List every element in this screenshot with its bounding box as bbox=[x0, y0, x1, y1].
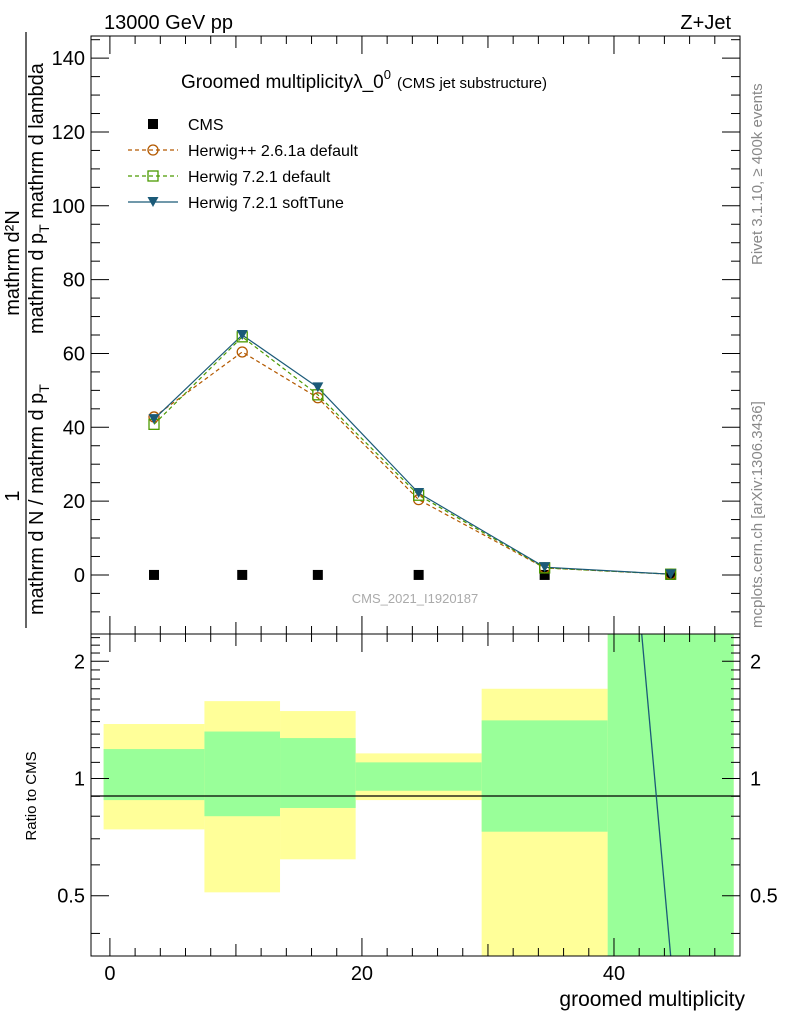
ratio-ytick-label-right: 2 bbox=[750, 651, 761, 673]
analysis-id-label: CMS_2021_I1920187 bbox=[352, 591, 479, 606]
ratio-plot: 0.5 0.5 1 1 2 2 0 20 40 Ratio to CMS groomed mu… bbox=[23, 633, 778, 1011]
data-point-herwig_soft bbox=[539, 562, 551, 573]
ratio-xtick-label: 20 bbox=[351, 963, 373, 985]
series-line-herwig_pp bbox=[153, 351, 671, 575]
data-point-cms bbox=[312, 569, 323, 580]
y-axis-denominator: mathrm d pT mathrm d lambda bbox=[26, 62, 52, 334]
y-axis-prefix-denominator: mathrm d N / mathrm d pT bbox=[26, 384, 52, 615]
x-axis-label: groomed multiplicity bbox=[559, 988, 745, 1011]
main-ytick-label: 140 bbox=[52, 48, 85, 70]
legend-label-cms: CMS bbox=[188, 117, 224, 134]
data-point-herwig_soft bbox=[665, 569, 677, 580]
main-ytick-label: 40 bbox=[63, 417, 85, 439]
ratio-ytick-label-right: 0.5 bbox=[750, 886, 778, 908]
process-label: Z+Jet bbox=[680, 12, 731, 34]
rivet-label: Rivet 3.1.10, ≥ 400k events bbox=[749, 83, 766, 265]
main-ytick-label: 80 bbox=[63, 270, 85, 292]
ratio-xtick-label: 0 bbox=[104, 963, 115, 985]
ratio-ytick-label-left: 0.5 bbox=[57, 886, 85, 908]
series-line-herwig_soft bbox=[153, 334, 671, 575]
legend-label-herwig_721: Herwig 7.2.1 default bbox=[188, 169, 331, 186]
legend-marker-herwig_pp bbox=[147, 144, 159, 156]
data-point-cms bbox=[237, 569, 248, 580]
data-point-cms bbox=[413, 569, 424, 580]
ratio-ytick-label-left: 2 bbox=[74, 651, 85, 673]
main-ytick-label: 20 bbox=[63, 491, 85, 513]
ratio-line-herwig_soft bbox=[641, 633, 672, 957]
data-point-herwig_soft bbox=[148, 414, 160, 425]
legend-marker-herwig_721 bbox=[147, 170, 159, 182]
ratio-band-inner bbox=[280, 738, 356, 808]
ratio-plot-frame bbox=[90, 633, 741, 957]
data-point-cms bbox=[539, 569, 550, 580]
main-plot: 0 20 40 60 80 100 120 140 Groomed multiplicityλ… bbox=[2, 32, 741, 635]
ratio-ytick-label-right: 1 bbox=[750, 768, 761, 790]
data-point-herwig_pp bbox=[236, 346, 248, 358]
data-point-cms bbox=[149, 569, 160, 580]
ratio-band-inner bbox=[103, 749, 205, 801]
legend: CMS Herwig++ 2.6.1a default Herwig 7.2.1 d… bbox=[128, 117, 358, 212]
legend-label-herwig_pp: Herwig++ 2.6.1a default bbox=[188, 143, 358, 160]
y-axis-numerator: mathrm d²N bbox=[2, 210, 24, 316]
plot-title: Groomed multiplicityλ_00(CMS jet substru… bbox=[181, 67, 547, 93]
y-axis-prefix-numerator: 1 bbox=[2, 490, 24, 501]
data-point-herwig_soft bbox=[236, 330, 248, 340]
main-ytick-label: 120 bbox=[52, 122, 85, 144]
mcplots-label: mcplots.cern.ch [arXiv:1306.3436] bbox=[749, 401, 766, 628]
legend-label-herwig_soft: Herwig 7.2.1 softTune bbox=[188, 195, 344, 212]
energy-label: 13000 GeV pp bbox=[104, 12, 233, 34]
data-point-herwig_soft bbox=[413, 487, 425, 498]
legend-marker-herwig_soft bbox=[147, 197, 159, 207]
data-point-herwig_soft bbox=[312, 382, 324, 393]
ratio-band-inner bbox=[481, 720, 608, 832]
ratio-band-inner bbox=[355, 762, 482, 791]
main-ytick-label: 100 bbox=[52, 196, 85, 218]
ratio-ytick-label-left: 1 bbox=[74, 768, 85, 790]
main-ytick-label: 60 bbox=[63, 343, 85, 365]
series-line-herwig_721 bbox=[153, 336, 671, 575]
ratio-band-inner bbox=[607, 634, 734, 956]
ratio-y-axis-label: Ratio to CMS bbox=[23, 751, 40, 840]
legend-marker-cms bbox=[148, 119, 158, 129]
ratio-band-inner bbox=[204, 731, 281, 817]
y-axis-label: 1 mathrm d N / mathrm d pT mathrm d²N ma… bbox=[2, 32, 52, 628]
main-ytick-label: 0 bbox=[74, 565, 85, 587]
ratio-xtick-label: 40 bbox=[603, 963, 625, 985]
